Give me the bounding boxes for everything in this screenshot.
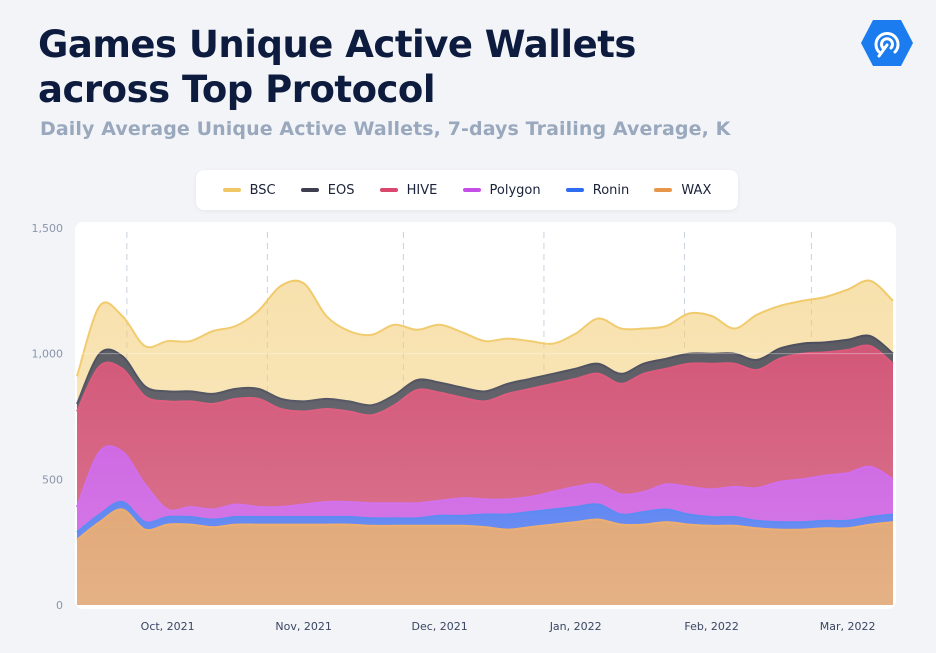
x-tick-label: Jan, 2022	[549, 620, 602, 633]
legend-item-eos: EOS	[300, 182, 355, 198]
x-tick-label: Mar, 2022	[820, 620, 876, 633]
page-subtitle: Daily Average Unique Active Wallets, 7-d…	[40, 118, 731, 140]
x-tick-label: Feb, 2022	[684, 620, 738, 633]
y-tick-label: 0	[56, 599, 63, 612]
title-line-1: Games Unique Active Wallets	[38, 23, 636, 66]
legend-swatch	[222, 188, 241, 192]
legend-item-wax: WAX	[654, 183, 711, 198]
y-tick-label: 1,000	[32, 348, 64, 361]
x-tick-label: Nov, 2021	[275, 620, 331, 633]
legend-swatch	[654, 188, 673, 192]
area-fade-overlay	[77, 228, 893, 605]
legend-swatch	[565, 188, 584, 192]
legend-label: Polygon	[489, 182, 541, 198]
legend-label: HIVE	[406, 182, 438, 198]
legend-swatch	[379, 188, 398, 192]
title-line-2: across Top Protocol	[38, 68, 436, 111]
x-tick-label: Dec, 2021	[412, 620, 468, 633]
legend-label: WAX	[681, 182, 712, 198]
y-tick-label: 500	[42, 473, 63, 486]
signal-hexagon-icon	[861, 20, 913, 66]
legend-label: Ronin	[592, 182, 630, 198]
page-title: Games Unique Active Wallets across Top P…	[38, 22, 738, 112]
y-tick-label: 1,500	[32, 222, 64, 235]
legend-item-bsc: BSC	[222, 182, 276, 198]
legend-swatch	[462, 188, 481, 192]
legend-item-ronin: Ronin	[565, 182, 630, 198]
legend-swatch	[300, 188, 319, 192]
chart-legend: BSC EOS HIVE Polygon Ronin WAX	[196, 170, 738, 210]
x-tick-label: Oct, 2021	[141, 620, 195, 633]
legend-label: EOS	[327, 182, 355, 198]
legend-item-polygon: Polygon	[462, 182, 541, 198]
legend-item-hive: HIVE	[379, 182, 438, 198]
legend-label: BSC	[249, 182, 276, 198]
